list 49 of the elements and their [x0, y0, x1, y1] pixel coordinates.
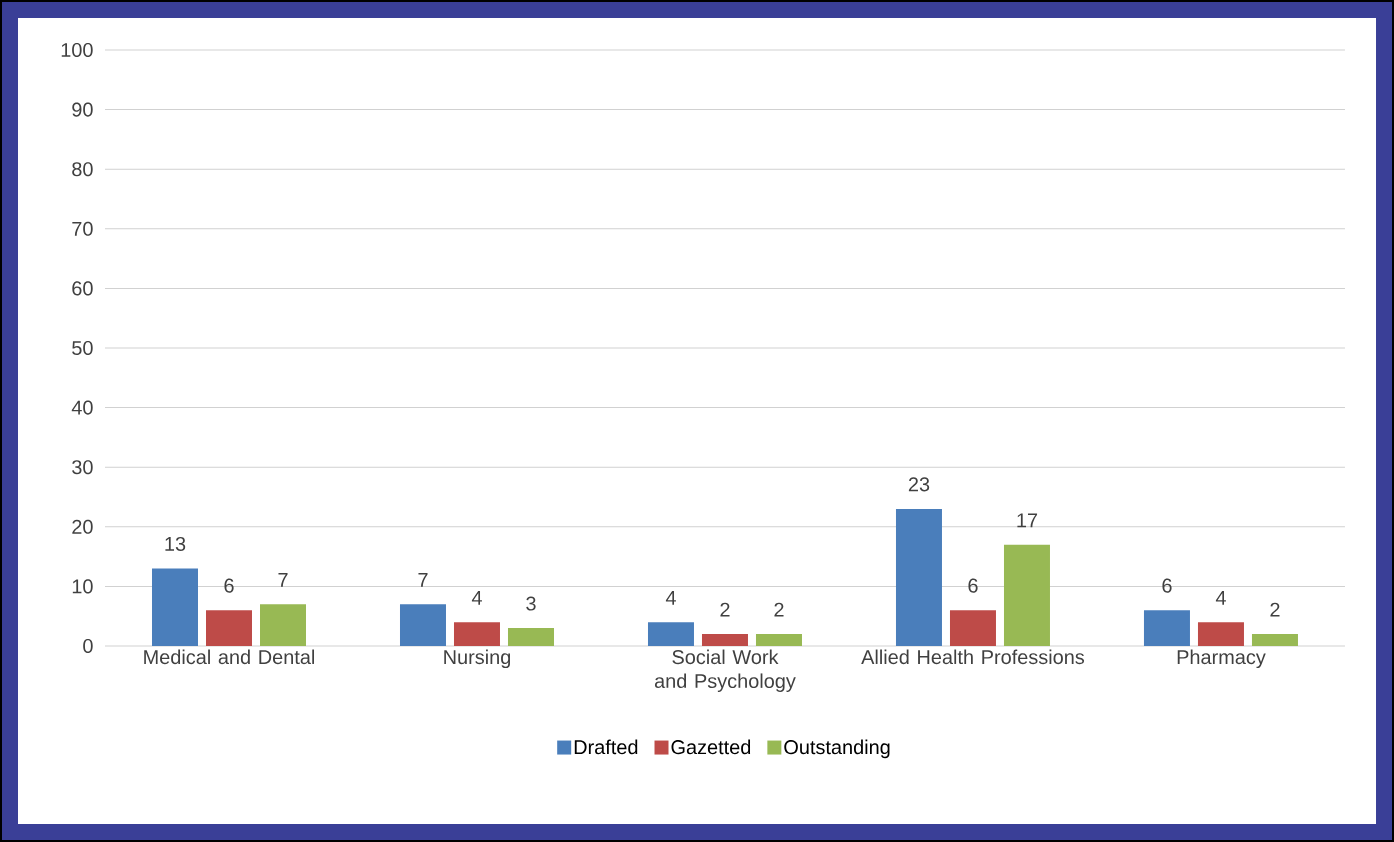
legend-label: Drafted — [574, 739, 638, 755]
data-label: 4 — [1215, 590, 1226, 605]
bar — [453, 622, 500, 646]
bar — [152, 568, 198, 646]
data-label: 2 — [720, 602, 730, 617]
bar — [507, 628, 554, 646]
bar — [1197, 622, 1244, 646]
bar — [260, 604, 306, 646]
x-tick-label: Allied Health Professions — [861, 649, 1085, 665]
bar — [755, 634, 802, 646]
data-label: 6 — [224, 578, 234, 593]
data-label: 23 — [908, 477, 930, 492]
y-tick-label: 20 — [72, 519, 93, 534]
bar — [1251, 634, 1298, 646]
data-label: 2 — [1270, 602, 1280, 617]
data-label: 13 — [165, 536, 186, 551]
y-tick-label: 70 — [72, 221, 93, 236]
y-tick-label: 0 — [83, 638, 93, 654]
bar — [647, 622, 694, 646]
y-tick-label: 90 — [72, 102, 93, 117]
data-label: 4 — [471, 590, 482, 605]
x-tick-label: Nursing — [444, 649, 511, 669]
y-tick-label: 100 — [61, 42, 93, 58]
data-label: 17 — [1017, 513, 1038, 528]
bar — [399, 604, 446, 646]
bar — [949, 610, 996, 646]
data-label: 3 — [526, 596, 536, 611]
data-label: 4 — [665, 590, 676, 605]
y-tick-label: 30 — [72, 460, 93, 475]
legend-label: Outstanding — [784, 739, 890, 759]
data-label: 6 — [968, 578, 978, 593]
x-tick-label: Pharmacy — [1177, 649, 1266, 669]
bar — [206, 610, 252, 646]
y-tick-label: 60 — [72, 281, 93, 296]
data-label: 6 — [1162, 578, 1172, 593]
bar — [895, 508, 942, 646]
y-tick-label: 80 — [72, 162, 93, 177]
y-tick-label: 40 — [71, 400, 93, 415]
y-tick-label: 10 — [72, 579, 93, 594]
data-label: 7 — [418, 573, 428, 587]
data-label: 7 — [278, 573, 288, 587]
legend-label: Gazetted — [671, 739, 751, 755]
data-label: 2 — [774, 602, 784, 617]
x-tick-label: Social Work and Psychology — [654, 649, 796, 693]
bar — [701, 634, 748, 646]
y-tick-label: 50 — [72, 340, 93, 356]
bar — [1003, 544, 1050, 646]
bar — [1143, 610, 1190, 646]
x-tick-label: Medical and Dental — [144, 649, 315, 665]
